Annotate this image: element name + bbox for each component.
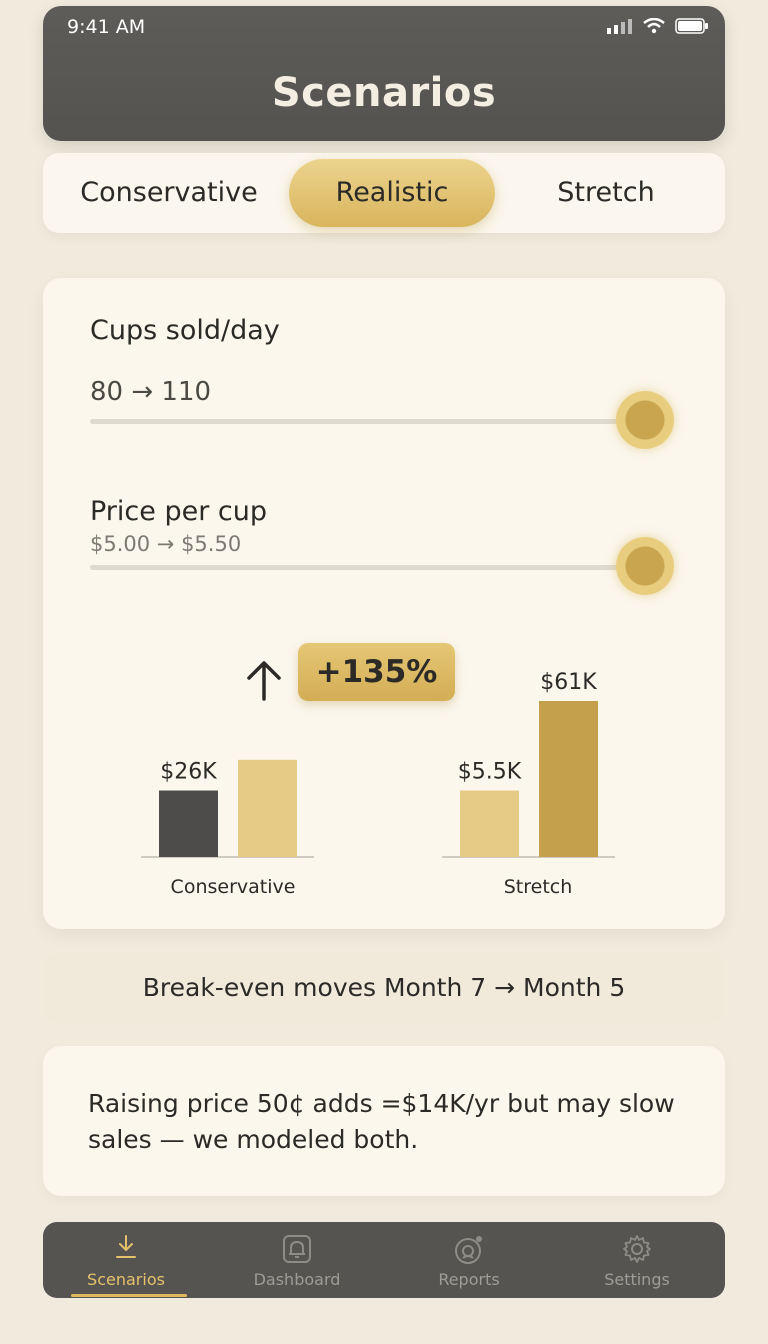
chart-bar — [460, 790, 519, 857]
bell-icon — [283, 1235, 311, 1263]
nav-scenarios[interactable]: Scenarios — [61, 1222, 191, 1298]
signal-icon — [607, 19, 632, 34]
cups-value: 80 → 110 — [90, 377, 212, 407]
chart-bar — [539, 701, 598, 857]
nav-label-scenarios: Scenarios — [87, 1270, 165, 1289]
chart-bar — [238, 759, 297, 857]
chart-category-label: Conservative — [171, 876, 296, 898]
status-icons — [607, 18, 709, 34]
tab-realistic[interactable]: Realistic — [289, 159, 495, 227]
nav-active-indicator — [71, 1294, 187, 1297]
price-label: Price per cup — [90, 496, 267, 527]
chart-data-label: $61K — [540, 670, 597, 695]
cups-slider-thumb[interactable] — [616, 391, 674, 449]
tab-conservative[interactable]: Conservative — [80, 177, 258, 208]
cups-slider-track[interactable] — [90, 419, 650, 424]
nav-label-settings: Settings — [604, 1270, 670, 1289]
chart-category-label: Stretch — [504, 876, 573, 898]
gear-icon — [623, 1235, 651, 1263]
chart-data-label: $26K — [160, 760, 217, 785]
growth-badge: +135% — [298, 643, 455, 701]
insight-card: Raising price 50¢ adds =$14K/yr but may … — [43, 1046, 725, 1196]
report-icon — [455, 1236, 482, 1264]
nav-dashboard[interactable]: Dashboard — [232, 1222, 362, 1298]
insight-text: Raising price 50¢ adds =$14K/yr but may … — [88, 1089, 675, 1154]
page-title: Scenarios — [271, 70, 497, 116]
chart-bar — [159, 790, 218, 857]
price-value: $5.00 → $5.50 — [90, 532, 242, 556]
revenue-chart: $26K Conservative $5.5K $61K Stretch +135% — [43, 633, 725, 903]
chart-svg: $26K Conservative $5.5K $61K Stretch — [141, 661, 615, 898]
bottom-nav: Scenarios Dashboard Reports Settings — [43, 1222, 725, 1298]
download-icon — [116, 1235, 136, 1258]
chart-data-label: $5.5K — [458, 760, 522, 785]
nav-label-dashboard: Dashboard — [253, 1270, 341, 1289]
tab-stretch[interactable]: Stretch — [557, 177, 655, 208]
breakeven-banner: Break-even moves Month 7 → Month 5 — [43, 953, 725, 1023]
scenario-card: Cups sold/day 80 → 110 Price per cup $5.… — [43, 278, 725, 929]
wifi-icon — [643, 18, 665, 34]
battery-icon — [675, 18, 708, 34]
nav-reports[interactable]: Reports — [404, 1222, 534, 1298]
nav-label-reports: Reports — [438, 1270, 500, 1289]
price-slider-thumb[interactable] — [616, 537, 674, 595]
cups-label: Cups sold/day — [90, 315, 280, 346]
scenario-tabs: Conservative Realistic Stretch — [43, 153, 725, 233]
app-header: 9:41 AM Scenarios — [43, 6, 725, 141]
status-time: 9:41 AM — [67, 16, 146, 38]
price-slider-track[interactable] — [90, 565, 650, 570]
up-arrow-icon — [247, 661, 281, 701]
nav-settings[interactable]: Settings — [572, 1222, 702, 1298]
